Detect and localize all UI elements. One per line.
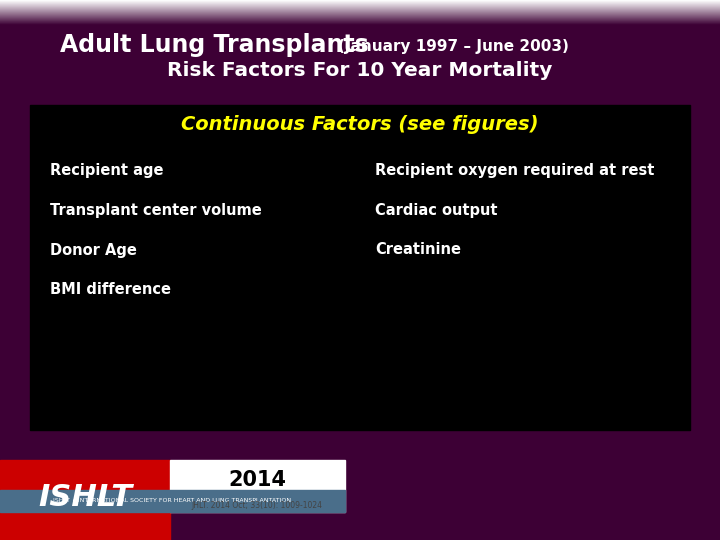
- Bar: [170, 460, 345, 512]
- Text: Transplant center volume: Transplant center volume: [50, 202, 262, 218]
- Text: Continuous Factors (see figures): Continuous Factors (see figures): [181, 116, 539, 134]
- Text: Recipient age: Recipient age: [50, 163, 163, 178]
- Text: Donor Age: Donor Age: [50, 242, 137, 258]
- Bar: [0, 460, 170, 540]
- Text: JHLT. 2014 Oct; 33(10): 1009-1024: JHLT. 2014 Oct; 33(10): 1009-1024: [192, 502, 323, 510]
- Bar: [30, 105, 690, 430]
- Bar: [0, 490, 345, 512]
- Text: Recipient oxygen required at rest: Recipient oxygen required at rest: [375, 163, 654, 178]
- Text: Cardiac output: Cardiac output: [375, 202, 498, 218]
- Text: Adult Lung Transplants: Adult Lung Transplants: [60, 33, 369, 57]
- Text: ISHLT: ISHLT: [38, 483, 132, 512]
- Text: (January 1997 – June 2003): (January 1997 – June 2003): [338, 38, 569, 53]
- Text: BMI difference: BMI difference: [50, 282, 171, 298]
- Text: Creatinine: Creatinine: [375, 242, 461, 258]
- Text: 2014: 2014: [228, 470, 286, 490]
- Text: Risk Factors For 10 Year Mortality: Risk Factors For 10 Year Mortality: [167, 60, 553, 79]
- Text: ISHLT • INTERNATIONAL SOCIETY FOR HEART AND LUNG TRANSPLANTATION: ISHLT • INTERNATIONAL SOCIETY FOR HEART …: [53, 498, 291, 503]
